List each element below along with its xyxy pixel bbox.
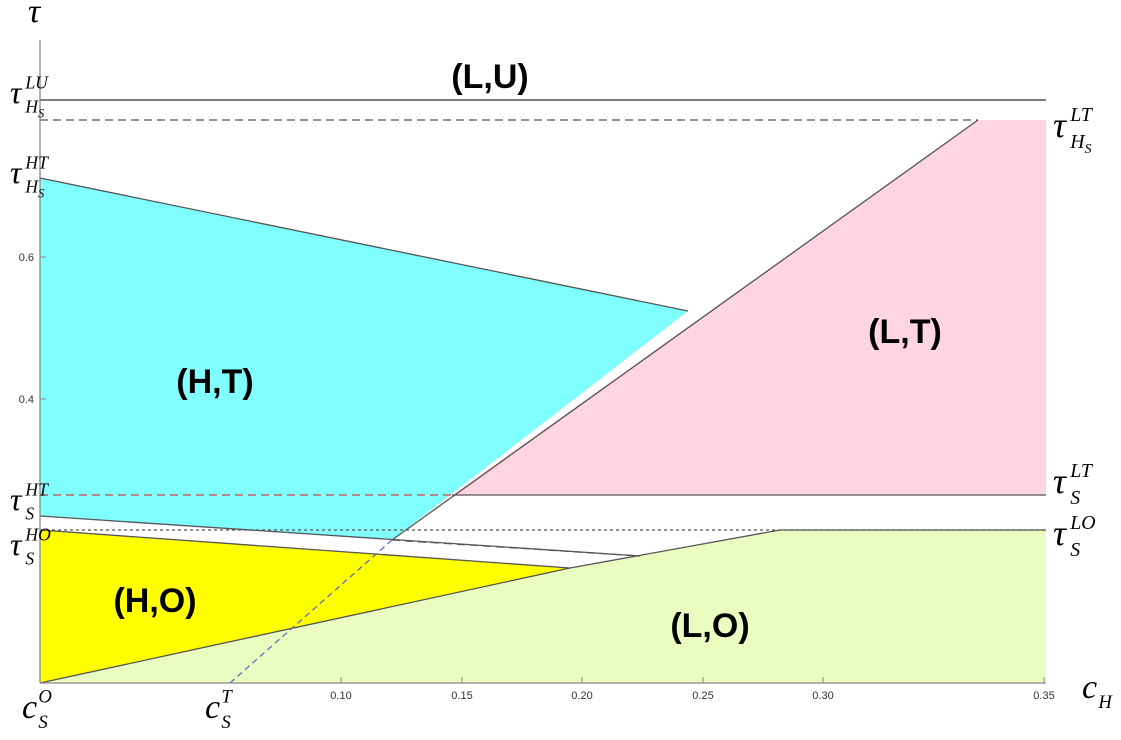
region-lt bbox=[452, 120, 1046, 495]
symbol: τ bbox=[1053, 513, 1067, 553]
right-threshold: τ LO S bbox=[1053, 512, 1096, 561]
left-threshold: τ LU H S bbox=[10, 73, 49, 121]
symbol: c bbox=[22, 689, 37, 726]
subscript: S bbox=[1070, 487, 1080, 509]
right-threshold: τ LT H S bbox=[1053, 104, 1094, 156]
subscript: S bbox=[25, 504, 34, 524]
subscript: H bbox=[24, 177, 39, 197]
y-tick-label: 0.4 bbox=[19, 394, 34, 406]
superscript: LT bbox=[1069, 460, 1094, 482]
superscript: LU bbox=[24, 73, 49, 93]
y-tick-label: 0.6 bbox=[19, 252, 34, 264]
left-threshold: τ HO S bbox=[10, 525, 51, 569]
right-threshold: τ LT S bbox=[1053, 460, 1094, 509]
subscript: S bbox=[221, 712, 231, 733]
x-tick-label: 0.15 bbox=[451, 690, 472, 702]
y-axis-label: τ bbox=[28, 0, 42, 30]
region-ht bbox=[40, 178, 688, 540]
symbol: c bbox=[205, 689, 220, 726]
subscript: S bbox=[1070, 539, 1080, 561]
region-label: (H,O) bbox=[113, 582, 196, 620]
left-threshold: τ HT H S bbox=[10, 153, 49, 201]
x-tick-label: 0.25 bbox=[692, 690, 713, 702]
subscript: H bbox=[1097, 692, 1113, 713]
region-label: (L,U) bbox=[451, 58, 528, 96]
x-tick-label: 0.10 bbox=[330, 690, 351, 702]
subscript: S bbox=[38, 712, 48, 733]
x-tick-label: 0.30 bbox=[812, 690, 833, 702]
subscript: S bbox=[25, 549, 34, 569]
region-label: (L,O) bbox=[670, 607, 749, 645]
superscript: HT bbox=[24, 153, 49, 173]
superscript: LT bbox=[1069, 104, 1094, 126]
symbol: τ bbox=[10, 154, 23, 190]
region-lo bbox=[40, 530, 1046, 683]
bottom-label: c TS bbox=[205, 687, 233, 734]
region-label: (L,T) bbox=[868, 313, 942, 351]
symbol: τ bbox=[10, 481, 23, 517]
superscript: LO bbox=[1069, 512, 1095, 534]
superscript: HT bbox=[24, 480, 49, 500]
superscript: HO bbox=[24, 525, 51, 545]
x-tick-label: 0.35 bbox=[1033, 690, 1054, 702]
x-tick-label: 0.20 bbox=[571, 690, 592, 702]
subscript: H bbox=[1069, 131, 1086, 153]
sub-subscript: S bbox=[38, 186, 44, 200]
region-ho bbox=[40, 530, 570, 683]
subscript: H bbox=[24, 97, 39, 117]
superscript: O bbox=[38, 687, 52, 708]
bottom-label: c OS bbox=[22, 687, 52, 734]
left-threshold: τ HT S bbox=[10, 480, 49, 524]
symbol: τ bbox=[1053, 461, 1067, 501]
symbol: τ bbox=[1053, 105, 1067, 145]
region-label: (H,T) bbox=[176, 363, 253, 401]
symbol: τ bbox=[10, 74, 23, 110]
sub-subscript: S bbox=[38, 106, 44, 120]
boundaries bbox=[39, 40, 1046, 684]
sub-subscript: S bbox=[1085, 141, 1092, 156]
symbol: c bbox=[1082, 669, 1097, 706]
superscript: T bbox=[221, 687, 233, 708]
symbol: τ bbox=[10, 526, 23, 562]
